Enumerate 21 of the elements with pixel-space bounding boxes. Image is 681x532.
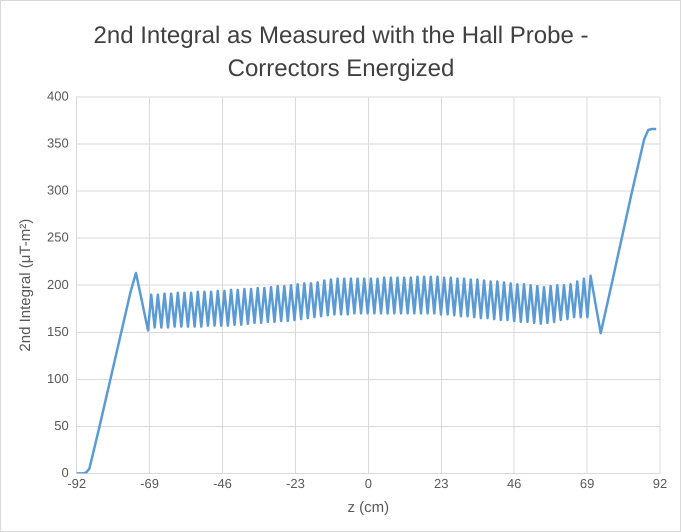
x-tick-label: 46	[506, 476, 522, 491]
x-tick-label: 69	[580, 476, 594, 491]
y-tick-label: 200	[46, 276, 69, 292]
x-tick-label: 23	[434, 476, 448, 491]
y-axis-title: 2nd Integral (μT-m²)	[17, 218, 34, 352]
y-tick-label: 400	[46, 88, 69, 104]
y-tick-label: 150	[46, 324, 69, 339]
x-tick-label: 0	[364, 476, 372, 491]
x-tick-label: -69	[140, 476, 159, 491]
y-tick-label: 100	[46, 370, 69, 386]
x-tick-label: -46	[213, 476, 232, 491]
y-tick-label: 50	[54, 418, 69, 433]
y-tick-label: 300	[46, 182, 69, 198]
x-axis-title: z (cm)	[348, 499, 390, 516]
y-tick-label: 250	[46, 230, 69, 245]
x-tick-label: -92	[67, 476, 86, 491]
x-tick-label: -23	[286, 476, 305, 491]
y-tick-label: 0	[61, 464, 69, 480]
y-tick-label: 350	[46, 136, 69, 151]
chart-title: 2nd Integral as Measured with the Hall Probe - Correctors Energized	[92, 21, 590, 84]
x-tick-label: 92	[652, 476, 668, 491]
